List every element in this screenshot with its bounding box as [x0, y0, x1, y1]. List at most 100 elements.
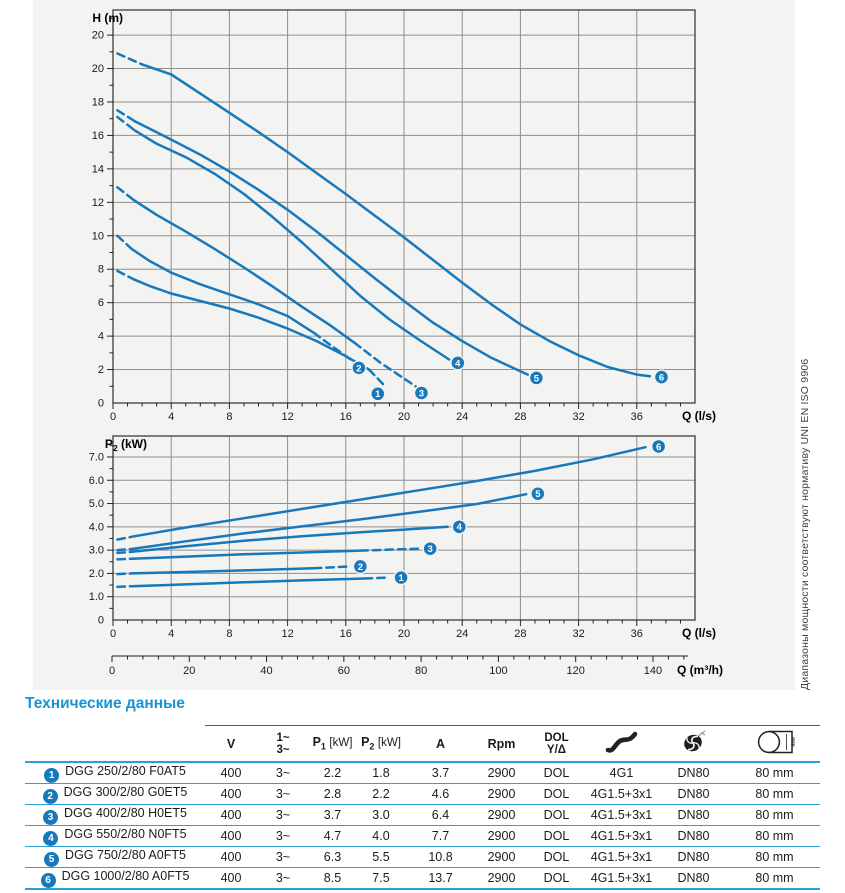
svg-text:14: 14 — [92, 163, 104, 175]
model-name: DGG 250/2/80 F0AT5 — [65, 763, 186, 778]
svg-text:4.0: 4.0 — [89, 521, 104, 533]
curve-label-6: 6 — [653, 369, 670, 385]
voltage-cell: 400 — [205, 762, 257, 784]
svg-text:6.0: 6.0 — [89, 475, 104, 487]
dn-cell: DN80 — [658, 825, 729, 847]
svg-text:5: 5 — [534, 373, 540, 384]
svg-text:8: 8 — [226, 628, 232, 640]
model-cell: 6 DGG 1000/2/80 A0FT5 — [25, 867, 205, 890]
p2-cell: 1.8 — [356, 762, 406, 784]
model-name: DGG 550/2/80 N0FT5 — [64, 826, 187, 841]
impeller-icon — [683, 730, 705, 752]
table-row: 6 DGG 1000/2/80 A0FT5 400 3~ 8.5 7.5 13.7 2900 D… — [25, 867, 820, 890]
model-cell: 3 DGG 400/2/80 H0ET5 — [25, 804, 205, 826]
model-name: DGG 750/2/80 A0FT5 — [65, 847, 186, 862]
svg-text:6: 6 — [659, 372, 664, 383]
curve-label-1: 1 — [370, 386, 386, 402]
passage-cell: 80 mm — [729, 783, 820, 805]
phase-header: 1~ 3~ — [257, 725, 309, 763]
row-number-badge: 4 — [43, 830, 59, 846]
svg-text:24: 24 — [456, 411, 468, 423]
curve-label-5: 5 — [528, 370, 545, 386]
voltage-cell: 400 — [205, 825, 257, 847]
svg-text:0: 0 — [98, 615, 104, 627]
svg-text:P2 (kW): P2 (kW) — [105, 437, 147, 453]
power-flow-chart: 0 4 8 12 16 20 24 28 32 367.06.05.04.03.02.01.00P… — [89, 435, 723, 677]
row-number-badge: 3 — [43, 809, 58, 825]
phase-cell: 3~ — [257, 783, 309, 805]
svg-text:40: 40 — [260, 665, 272, 677]
svg-text:Q (l/s): Q (l/s) — [682, 626, 716, 640]
curve-5-pre — [116, 109, 137, 123]
p1-cell: 2.2 — [309, 762, 356, 784]
svg-text:20: 20 — [398, 411, 410, 423]
curve-2-pre — [116, 234, 134, 251]
svg-text:120: 120 — [567, 665, 585, 677]
p2-cell: 5.5 — [356, 846, 406, 868]
curve-label-5: 5 — [530, 486, 546, 502]
svg-text:20: 20 — [92, 63, 104, 75]
curve-5 — [130, 492, 528, 551]
svg-text:0: 0 — [110, 411, 116, 423]
phase-cell: 3~ — [257, 762, 309, 784]
curve-6-pre — [116, 534, 137, 541]
voltage-header: V — [205, 725, 257, 763]
table-row: 5 DGG 750/2/80 A0FT5 400 3~ 6.3 5.5 10.8 2900 DO… — [25, 846, 820, 868]
dn-cell: DN80 — [658, 762, 729, 784]
svg-text:36: 36 — [631, 628, 643, 640]
curve-1-pre — [116, 269, 135, 281]
current-cell: 3.7 — [406, 762, 475, 784]
curve-5 — [133, 119, 529, 376]
cable-cell: 4G1.5+3x1 — [585, 867, 658, 890]
rpm-cell: 2900 — [475, 867, 528, 890]
p2-cell: 4.0 — [356, 825, 406, 847]
svg-text:6: 6 — [98, 297, 104, 309]
cable-icon — [605, 731, 637, 753]
model-cell: 4 DGG 550/2/80 N0FT5 — [25, 825, 205, 847]
svg-text:2: 2 — [358, 562, 363, 573]
curve-4-pre — [116, 550, 134, 555]
technical-data-table: V 1~ 3~ P1 [kW] P2 [kW] A Rpm DOL — [25, 725, 820, 890]
curve-label-2: 2 — [351, 360, 367, 376]
curve-3-post — [353, 341, 417, 388]
table-title: Технические данные — [25, 695, 185, 712]
model-cell: 2 DGG 300/2/80 G0ET5 — [25, 783, 205, 805]
svg-text:0: 0 — [110, 628, 116, 640]
model-name: DGG 400/2/80 H0ET5 — [64, 805, 187, 820]
svg-text:28: 28 — [514, 411, 526, 423]
svg-text:12: 12 — [92, 197, 104, 209]
table-row: 3 DGG 400/2/80 H0ET5 400 3~ 3.7 3.0 6.4 2900 DOL… — [25, 804, 820, 826]
free-passage-column-header: mm — [729, 725, 820, 763]
svg-text:16: 16 — [340, 628, 352, 640]
phase-cell: 3~ — [257, 825, 309, 847]
svg-text:32: 32 — [572, 411, 584, 423]
svg-text:Q (m³/h): Q (m³/h) — [677, 663, 723, 677]
svg-text:20: 20 — [398, 628, 410, 640]
svg-text:36: 36 — [631, 411, 643, 423]
passage-cell: 80 mm — [729, 762, 820, 784]
svg-text:1: 1 — [375, 389, 381, 400]
dn-cell: DN80 — [658, 783, 729, 805]
table-row: 2 DGG 300/2/80 G0ET5 400 3~ 2.8 2.2 4.6 2900 DOL… — [25, 783, 820, 805]
svg-text:5: 5 — [535, 489, 541, 500]
p2-cell: 3.0 — [356, 804, 406, 826]
svg-text:60: 60 — [338, 665, 350, 677]
impeller-column-header — [658, 725, 729, 763]
svg-text:80: 80 — [415, 665, 427, 677]
svg-text:12: 12 — [281, 411, 293, 423]
cable-cell: 4G1.5+3x1 — [585, 804, 658, 826]
rpm-cell: 2900 — [475, 762, 528, 784]
starting-method-header: DOL Y/Δ — [528, 725, 585, 763]
svg-text:4: 4 — [455, 358, 461, 369]
rpm-header: Rpm — [475, 725, 528, 763]
svg-text:4: 4 — [168, 628, 174, 640]
curve-3-pre — [116, 557, 134, 561]
rpm-cell: 2900 — [475, 783, 528, 805]
svg-text:7.0: 7.0 — [89, 451, 104, 463]
svg-text:1.0: 1.0 — [89, 591, 104, 603]
voltage-cell: 400 — [205, 804, 257, 826]
svg-text:18: 18 — [92, 96, 104, 108]
cable-cell: 4G1.5+3x1 — [585, 783, 658, 805]
